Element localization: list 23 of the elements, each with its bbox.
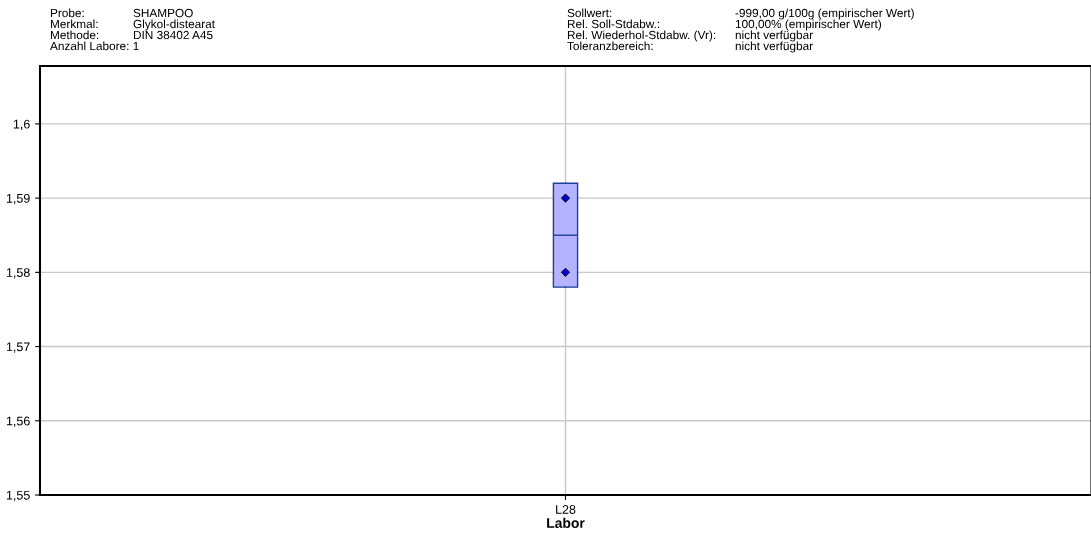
y-tick-label: 1,59	[6, 193, 30, 205]
x-tick-label: L28	[556, 505, 576, 514]
y-tick-label: 1,56	[6, 416, 30, 427]
y-tick-label: 1,55	[6, 490, 30, 502]
text: Probe:	[50, 8, 84, 18]
text: 100,00% (empirischer Wert)	[735, 19, 882, 31]
text: Sollwert:	[567, 8, 612, 18]
text: nicht verfügbar	[735, 41, 813, 53]
y-tick-label: 1,6	[13, 119, 30, 131]
y-tick-label: 1,57	[6, 342, 30, 353]
text: SHAMPOO	[133, 8, 193, 18]
text: Merkmal:	[50, 19, 98, 29]
text: Anzahl Labore: 1	[50, 41, 139, 51]
x-axis-title: Labor	[547, 517, 585, 528]
text: Rel. Wiederhol-Stdabw. (Vr):	[567, 30, 716, 42]
text: Methode:	[50, 30, 99, 40]
text: Rel. Soll-Stdabw.:	[567, 19, 660, 29]
text: nicht verfügbar	[735, 30, 813, 42]
text: DIN 38402 A45	[133, 30, 213, 40]
text: Toleranzbereich:	[567, 41, 653, 51]
text: -999,00 g/100g (empirischer Wert)	[735, 8, 914, 20]
y-tick-label: 1,58	[6, 268, 30, 279]
text: Glykol-distearat	[133, 19, 215, 31]
